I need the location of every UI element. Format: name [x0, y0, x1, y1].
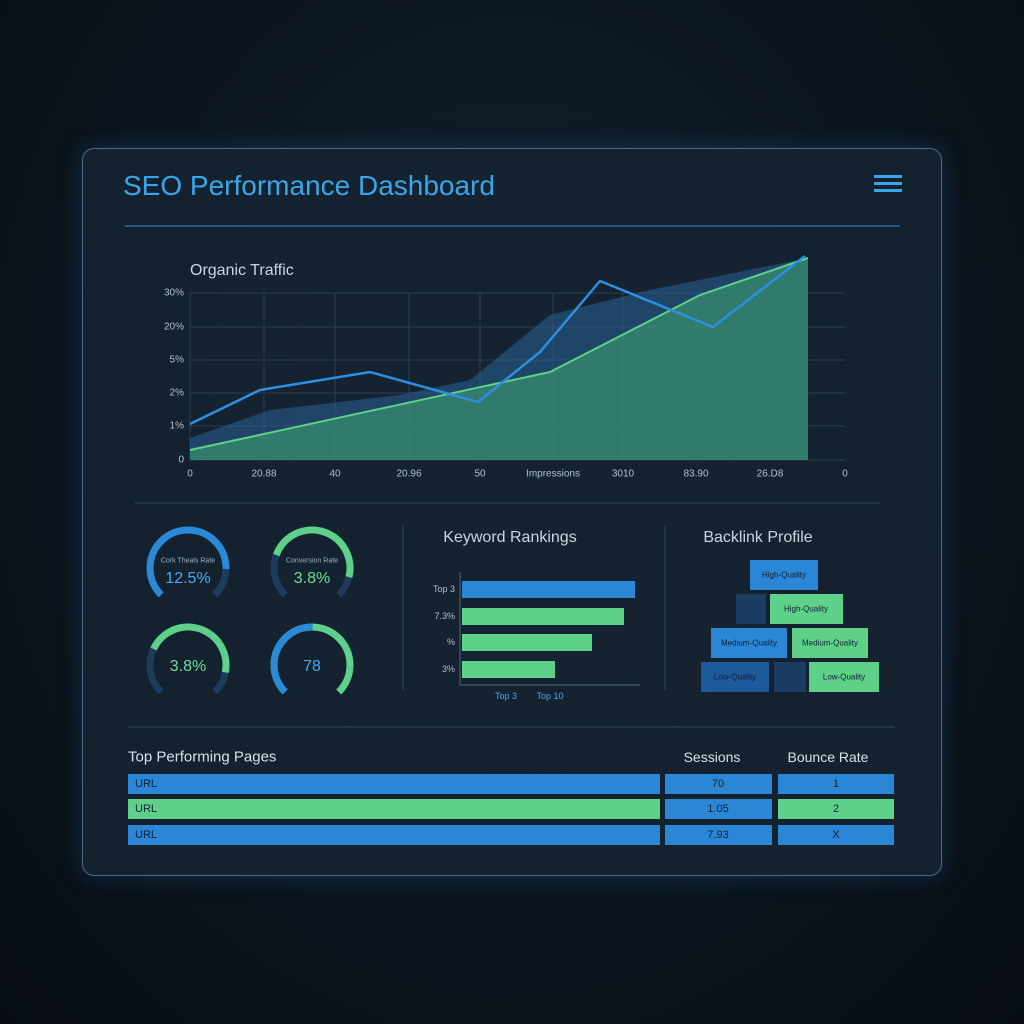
section-title: Backlink Profile	[703, 529, 813, 546]
cell-bounce: X	[832, 829, 840, 841]
backlink-box-label: High-Quality	[783, 604, 829, 614]
x-tick-label: 26.D8	[756, 468, 784, 480]
gauge-value: 3.8%	[169, 658, 207, 675]
bar-label: Top 3	[432, 584, 455, 594]
menu-button[interactable]	[872, 174, 904, 194]
backlink-box-label: Low-Quality	[822, 672, 866, 682]
backlink-box-label: Low-Quality	[713, 672, 757, 682]
gauge-value: 78	[303, 658, 321, 675]
axis-label: Top 3	[494, 691, 518, 701]
x-tick-label: 50	[474, 468, 486, 480]
cell-sessions: 7.93	[707, 829, 729, 841]
x-tick-label: 83.90	[683, 468, 709, 480]
x-tick-label: 40	[329, 468, 341, 480]
table-title: Top Performing Pages	[128, 748, 277, 766]
backlink-box-label: Medium-Quality	[801, 638, 859, 648]
cell-bounce: 1	[832, 778, 840, 790]
y-tick-label: 5%	[169, 354, 184, 366]
backlink-box-label: Medium-Quality	[720, 638, 778, 648]
section-title: Keyword Rankings	[443, 529, 577, 546]
x-tick-label: 3010	[611, 468, 635, 480]
cell-url: URL	[135, 778, 158, 790]
title: SEO Performance Dashboard	[123, 170, 495, 201]
cell-url: URL	[135, 803, 158, 815]
chart-title: Organic Traffic	[190, 262, 294, 279]
column-header: Sessions	[683, 749, 741, 765]
x-tick-label: 20.96	[396, 468, 422, 480]
y-tick-label: 1%	[169, 420, 184, 432]
y-tick-label: 2%	[169, 387, 184, 399]
cell-sessions: 70	[711, 778, 725, 790]
gauge-label: Conversion Rate	[285, 557, 339, 565]
x-tick-label: 20.88	[251, 468, 277, 480]
column-header: Bounce Rate	[787, 749, 869, 765]
bar-label: 7.3%	[434, 611, 455, 621]
x-tick-label: 0	[187, 468, 193, 480]
backlink-box-label: High-Quality	[761, 570, 807, 580]
y-tick-label: 0	[178, 454, 184, 466]
cell-sessions: 1.05	[707, 803, 729, 815]
y-tick-label: 30%	[163, 287, 184, 299]
gauge-label: Cork Theals Rate	[160, 557, 216, 565]
gauge-value: 3.8%	[293, 570, 331, 587]
bar-label: %	[446, 637, 455, 647]
x-tick-label: Impressions	[526, 468, 580, 480]
bar-label: 3%	[441, 664, 455, 674]
cell-url: URL	[135, 829, 158, 841]
x-tick-label: 0	[842, 468, 848, 480]
gauge-value: 12.5%	[165, 570, 211, 587]
cell-bounce: 2	[832, 803, 840, 815]
axis-label: Top 10	[536, 691, 564, 701]
y-tick-label: 20%	[163, 321, 184, 333]
